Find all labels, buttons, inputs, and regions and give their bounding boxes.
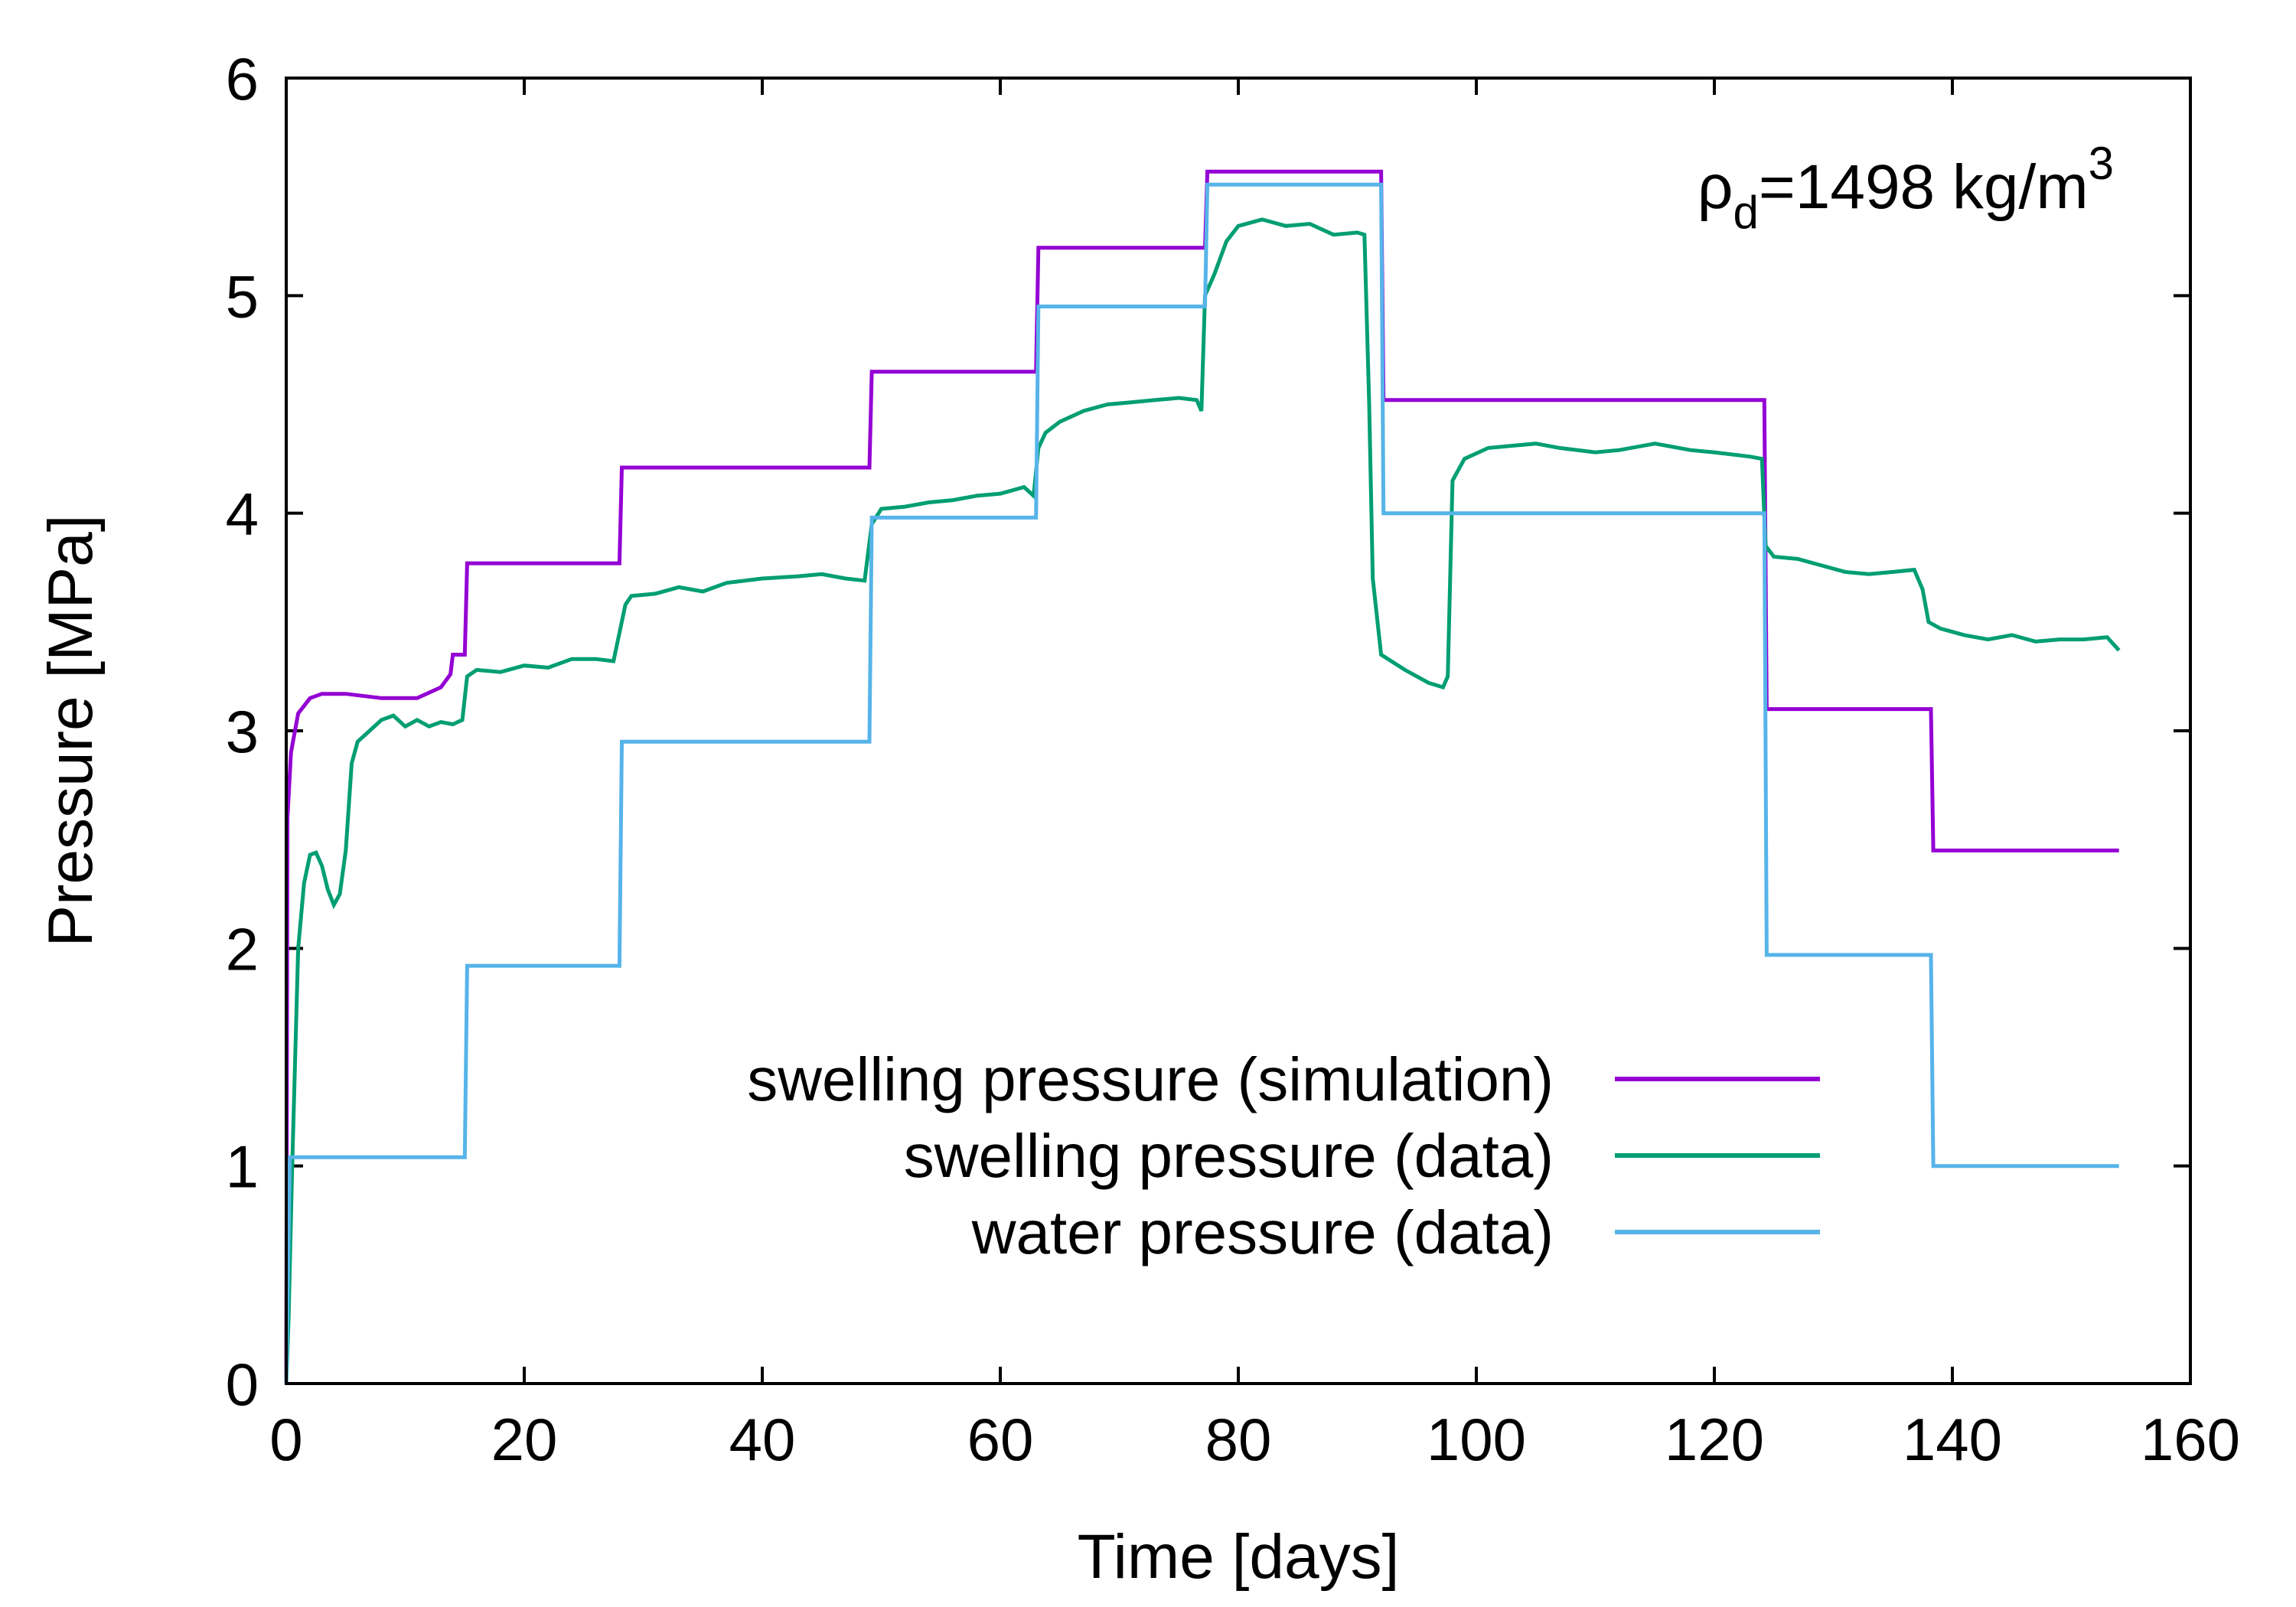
plot-frame (285, 77, 2192, 1385)
legend-label-2: swelling pressure (data) (904, 1122, 1554, 1190)
y-tick-label: 6 (226, 45, 259, 112)
y-tick-label: 4 (226, 481, 259, 548)
x-tick-label: 120 (1665, 1406, 1764, 1473)
legend: swelling pressure (simulation) swelling p… (747, 1045, 1820, 1266)
x-tick-label: 40 (729, 1406, 796, 1473)
series-line-1 (284, 169, 2119, 1384)
x-tick-label: 140 (1903, 1406, 2002, 1473)
x-tick-label: 80 (1205, 1406, 1272, 1473)
y-tick-label: 2 (226, 915, 259, 983)
series-group (284, 169, 2121, 1384)
annotation-subscript: d (1733, 187, 1758, 238)
y-tick-label: 5 (226, 262, 259, 330)
y-tick-label: 3 (226, 698, 259, 765)
annotation-value: =1498 kg/m (1759, 152, 2089, 222)
legend-label-3: water pressure (data) (971, 1198, 1554, 1266)
series-line-3 (284, 182, 2119, 1384)
x-tick-label: 0 (269, 1406, 302, 1473)
x-tick-label: 100 (1427, 1406, 1526, 1473)
y-tick-label: 1 (226, 1133, 259, 1201)
annotation-superscript: 3 (2089, 138, 2114, 189)
density-annotation: ρd=1498 kg/m3 (1698, 138, 2114, 238)
x-tick-label: 20 (491, 1406, 558, 1473)
y-axis-label: Pressure [MPa] (36, 514, 106, 947)
x-axis-label: Time [days] (1078, 1522, 1400, 1592)
annotation-rho: ρ (1698, 152, 1733, 222)
tick-labels: 0 20 40 60 80 100 120 140 160 0 1 2 3 4 5 6 (226, 45, 2240, 1473)
legend-label-1: swelling pressure (simulation) (747, 1045, 1554, 1113)
y-tick-label: 0 (226, 1351, 259, 1418)
x-tick-label: 60 (967, 1406, 1034, 1473)
x-tick-label: 160 (2141, 1406, 2240, 1473)
